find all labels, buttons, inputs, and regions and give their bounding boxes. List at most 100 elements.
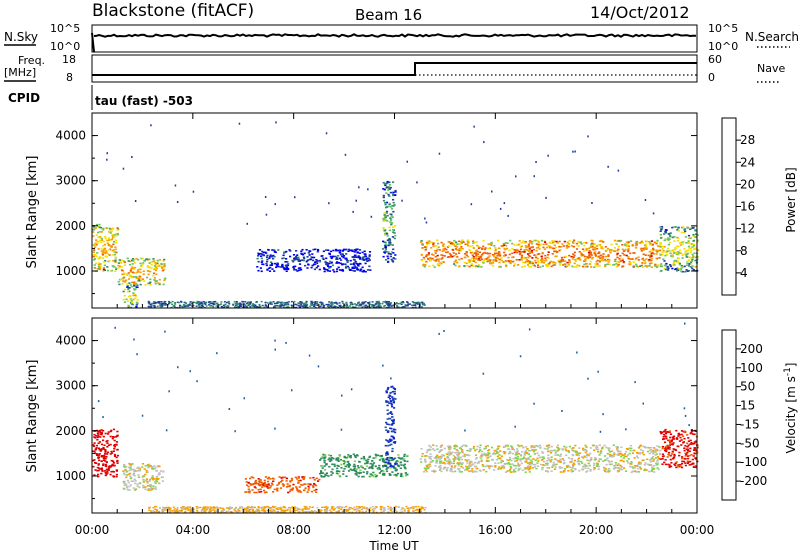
scatter-cell: [495, 252, 498, 255]
scatter-cell: [142, 481, 145, 483]
scatter-cell: [353, 270, 356, 272]
scatter-cell: [680, 270, 683, 273]
scatter-cell: [325, 249, 328, 251]
scatter-cell: [276, 487, 279, 490]
scatter-cell: [122, 280, 125, 282]
scatter-cell: [597, 448, 600, 451]
scatter-cell: [467, 241, 470, 244]
scatter-cell: [492, 259, 495, 261]
scatter-cell: [445, 468, 448, 471]
scatter-cell: [546, 464, 549, 466]
scatter-cell: [556, 454, 559, 456]
scatter-cell: [566, 261, 569, 264]
scatter-cell: [386, 235, 389, 237]
scatter-cell: [390, 223, 393, 226]
scatter-cell: [96, 453, 99, 456]
scatter-cell: [178, 306, 181, 308]
scatter-cell: [608, 467, 611, 470]
scatter-cell: [602, 259, 605, 262]
scatter-cell: [392, 418, 395, 421]
scatter-cell: [568, 254, 571, 257]
scatter-cell: [663, 233, 666, 235]
scatter-cell: [92, 255, 95, 258]
scatter-cell: [386, 458, 389, 461]
scatter-cell: [548, 241, 551, 244]
scatter-cell: [541, 451, 544, 453]
scatter-cell: [161, 266, 164, 268]
scatter-cell: [341, 268, 344, 271]
scatter-cell: [105, 465, 108, 468]
scatter-cell: [200, 301, 203, 303]
scatter-cell: [495, 260, 498, 262]
scatter-cell: [444, 457, 447, 460]
scatter-cell: [252, 305, 255, 308]
scatter-cell: [587, 135, 589, 138]
scatter-cell: [465, 251, 468, 253]
scatter-cell: [619, 467, 622, 470]
scatter-cell: [94, 246, 97, 248]
scatter-feature-4: [381, 180, 397, 263]
scatter-cell: [617, 454, 620, 456]
scatter-cell: [594, 246, 597, 249]
scatter-cell: [290, 304, 293, 306]
scatter-cell: [112, 475, 115, 478]
scatter-cell: [379, 455, 382, 457]
scatter-cell: [128, 263, 132, 266]
scatter-cell: [515, 249, 518, 252]
scatter-cell: [545, 246, 549, 249]
scatter-cell: [572, 450, 575, 452]
scatter-cell: [550, 449, 553, 452]
scatter-cell: [144, 486, 147, 488]
scatter-cell: [595, 447, 598, 449]
scatter-cell: [526, 260, 529, 263]
scatter-cell: [169, 511, 172, 513]
scatter-cell: [536, 240, 539, 242]
scatter-cell: [613, 452, 616, 454]
scatter-cell: [400, 301, 403, 303]
scatter-cell: [313, 268, 316, 271]
scatter-cell: [449, 447, 453, 449]
scatter-cell: [393, 467, 396, 469]
scatter-cell: [248, 304, 251, 306]
scatter-cell: [507, 444, 510, 446]
scatter-cell: [260, 261, 263, 263]
scatter-cell: [573, 266, 576, 268]
scatter-cell: [565, 265, 568, 268]
scatter-cell: [689, 439, 692, 442]
scatter-cell: [514, 470, 517, 473]
scatter-cell: [153, 260, 156, 262]
scatter-cell: [487, 243, 490, 245]
scatter-cell: [502, 245, 505, 247]
scatter-cell: [619, 260, 622, 262]
scatter-cell: [478, 449, 481, 451]
scatter-cell: [489, 252, 492, 255]
scatter-cell: [384, 259, 388, 261]
scatter-cell: [633, 465, 637, 467]
freq-label-line1: Freq.: [18, 54, 45, 67]
scatter-cell: [95, 444, 98, 447]
scatter-cell: [604, 255, 608, 258]
scatter-cell: [640, 240, 644, 243]
scatter-cell: [392, 231, 395, 233]
scatter-cell: [163, 265, 166, 268]
scatter-cell: [596, 247, 599, 250]
scatter-cell: [174, 302, 177, 304]
scatter-cell: [274, 203, 276, 206]
scatter-cell: [499, 450, 502, 452]
scatter-cell: [466, 264, 469, 267]
scatter-cell: [300, 302, 303, 304]
scatter-cell: [389, 438, 392, 441]
scatter-cell: [568, 261, 571, 264]
scatter-cell: [226, 301, 228, 304]
scatter-cell: [316, 304, 319, 306]
scatter-cell: [142, 479, 145, 481]
scatter-cell: [473, 252, 476, 255]
scatter-cell: [667, 463, 670, 466]
scatter-cell: [388, 188, 391, 190]
scatter-cell: [123, 260, 126, 263]
scatter-cell: [523, 454, 526, 456]
colorbar-frame: [721, 117, 737, 296]
scatter-cell: [371, 301, 374, 303]
scatter-cell: [333, 271, 336, 273]
scatter-cell: [336, 470, 339, 472]
